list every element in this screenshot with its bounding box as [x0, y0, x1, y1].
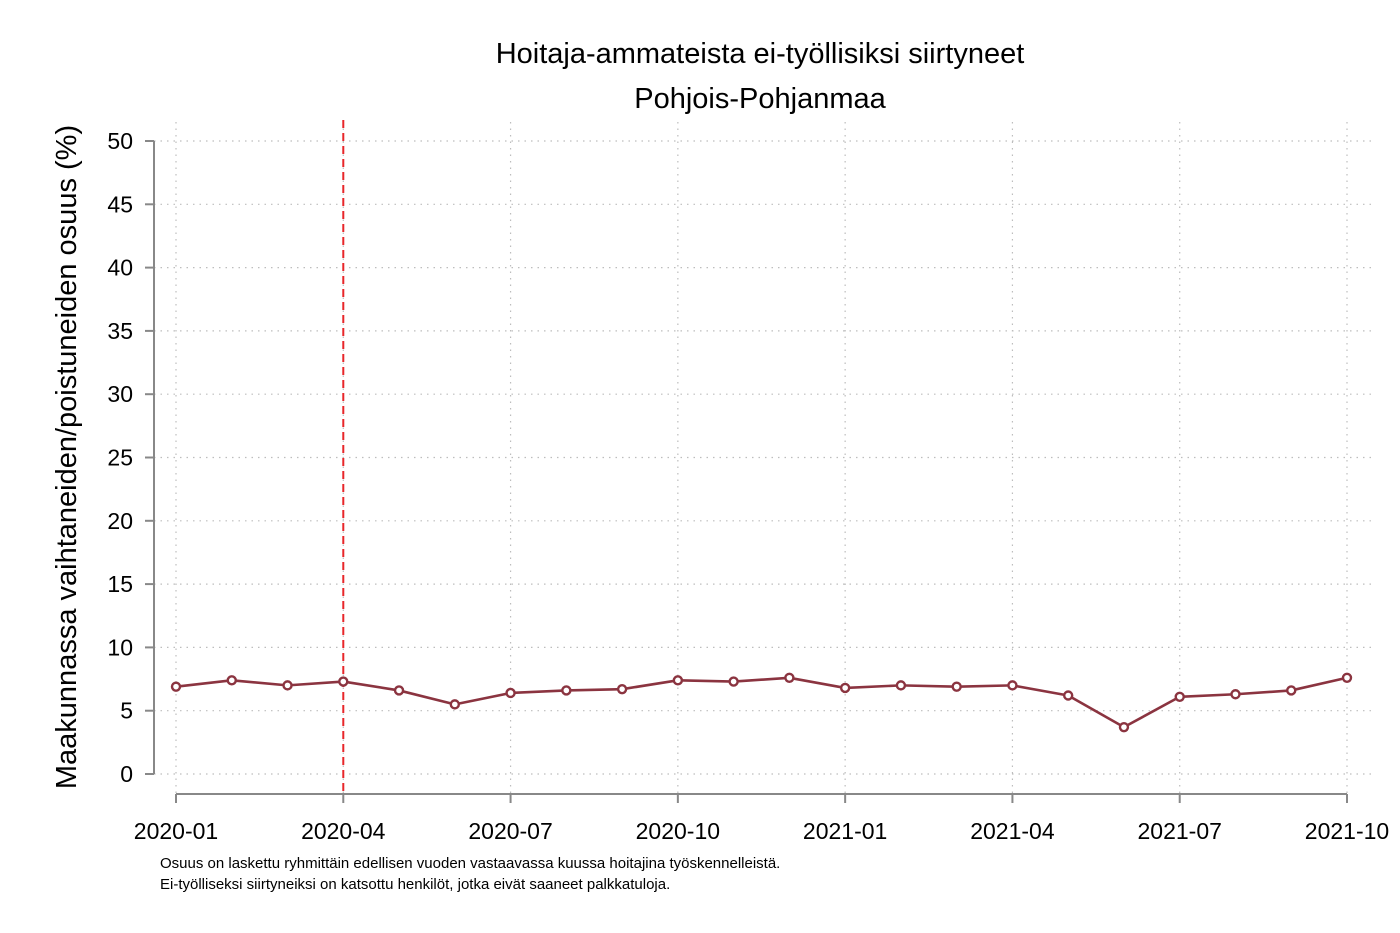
data-point	[226, 675, 237, 686]
footnote-1: Osuus on laskettu ryhmittäin edellisen v…	[160, 855, 780, 872]
data-point	[1286, 685, 1297, 696]
x-tick-label: 2020-10	[636, 818, 720, 844]
y-tick-label: 50	[107, 128, 133, 154]
data-point	[1230, 689, 1241, 700]
y-tick-label: 15	[107, 571, 133, 597]
data-point	[951, 681, 962, 692]
x-tick-label: 2021-10	[1305, 818, 1389, 844]
data-point	[839, 682, 851, 694]
x-tick-label: 2020-07	[468, 818, 552, 844]
data-point	[616, 683, 628, 695]
data-point	[170, 681, 182, 692]
data-point	[784, 672, 795, 683]
grid-lines	[154, 122, 1372, 794]
x-tick-label: 2020-01	[134, 818, 218, 844]
series-line	[175, 676, 1348, 729]
y-tick-label: 25	[107, 445, 133, 471]
axes: 0 5 10 15 20 25 30 35 40 45 50 2020-01 2020-04 2020-0…	[107, 128, 1389, 844]
data-point	[505, 687, 516, 699]
y-tick-label: 45	[107, 191, 133, 217]
series-group	[170, 672, 1353, 733]
y-tick-label: 20	[107, 508, 133, 534]
data-point	[1341, 672, 1353, 683]
chart-title: Hoitaja-ammateista ei-työllisiksi siirty…	[496, 38, 1025, 70]
chart-subtitle: Pohjois-Pohjanmaa	[634, 83, 886, 115]
x-tick-label: 2020-04	[301, 818, 386, 844]
data-point	[728, 676, 739, 687]
y-tick-label: 10	[107, 634, 133, 660]
data-point	[338, 676, 349, 687]
y-tick-label: 0	[120, 761, 133, 787]
data-point	[393, 685, 405, 696]
data-point	[895, 680, 907, 691]
y-tick-label: 35	[107, 318, 133, 344]
data-point	[449, 699, 461, 710]
y-tick-label: 5	[120, 698, 133, 724]
data-point	[282, 680, 293, 691]
data-point	[672, 675, 684, 686]
data-point	[561, 685, 572, 696]
x-tick-label: 2021-01	[803, 818, 887, 844]
y-tick-label: 40	[107, 255, 133, 281]
x-tick-label: 2021-04	[970, 818, 1055, 844]
y-tick-label: 30	[107, 381, 133, 407]
data-point	[1174, 691, 1185, 702]
data-point	[1007, 680, 1018, 691]
data-point	[1118, 721, 1130, 733]
data-point	[1062, 690, 1074, 701]
y-axis-label: Maakunnassa vaihtaneiden/poistuneiden os…	[51, 125, 83, 789]
x-tick-label: 2021-07	[1138, 818, 1222, 844]
footnote-2: Ei-työlliseksi siirtyneiksi on katsottu …	[160, 876, 670, 893]
